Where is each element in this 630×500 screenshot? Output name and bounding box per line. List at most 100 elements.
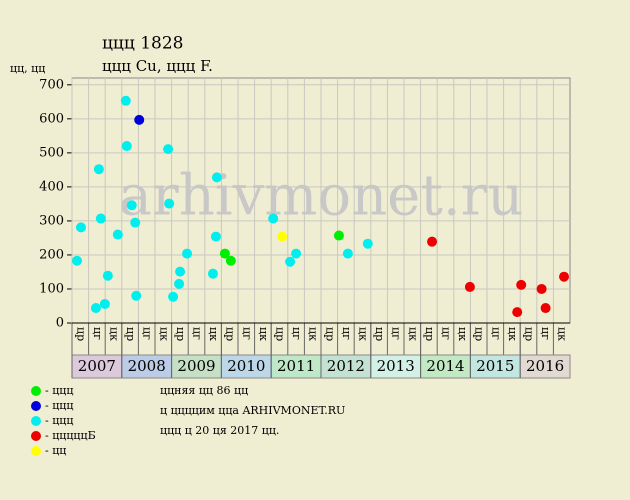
legend-label: - ццц — [45, 399, 73, 412]
x-tick-label: 2016 — [526, 357, 564, 375]
x-subperiod-label: цк — [406, 327, 419, 341]
x-subperiod-label: цр — [274, 327, 287, 341]
legend-label: - цццццБ — [45, 429, 96, 442]
x-tick-label: 2015 — [476, 357, 514, 375]
point — [131, 290, 142, 301]
x-subperiod-label: цг — [539, 327, 552, 340]
y-tick-label: 300 — [39, 213, 64, 228]
point — [168, 291, 179, 302]
x-tick-label: 2009 — [177, 357, 215, 375]
point — [207, 268, 218, 279]
point — [134, 114, 145, 125]
x-subperiod-label: цр — [523, 327, 536, 341]
y-tick-label: 0 — [56, 316, 64, 331]
point — [210, 231, 221, 242]
x-subperiod-label: цг — [489, 327, 502, 340]
chart-subtitle: ццц Cu, ццц F. — [102, 57, 213, 75]
x-subperiod-label: цк — [556, 327, 569, 341]
x-subperiod-label: цр — [224, 327, 237, 341]
point — [75, 222, 86, 233]
x-subperiod-label: цр — [473, 327, 486, 341]
point — [464, 281, 475, 292]
legend-label: - цц — [45, 444, 66, 457]
point — [102, 270, 113, 281]
x-subperiod-label: цр — [373, 327, 386, 341]
x-tick-label: 2012 — [327, 357, 365, 375]
point — [211, 172, 222, 183]
x-subperiod-label: цк — [108, 327, 121, 341]
point — [90, 303, 101, 314]
y-axis-label: цц, цц — [10, 62, 45, 75]
x-tick-label: 2014 — [426, 357, 464, 375]
point — [182, 248, 193, 259]
legend-swatch — [31, 386, 41, 396]
point — [559, 271, 570, 282]
point — [175, 266, 186, 277]
x-subperiod-label: цк — [357, 327, 370, 341]
point — [540, 303, 551, 314]
point — [285, 256, 296, 267]
point — [516, 279, 527, 290]
x-subperiod-label: цк — [157, 327, 170, 341]
legend-swatch — [31, 401, 41, 411]
y-tick-label: 500 — [39, 145, 64, 160]
x-subperiod-label: цр — [174, 327, 187, 341]
x-subperiod-label: цг — [390, 327, 403, 340]
point — [277, 231, 288, 242]
x-subperiod-label: цр — [423, 327, 436, 341]
point — [112, 229, 123, 240]
point — [174, 278, 185, 289]
legend-swatch — [31, 431, 41, 441]
x-subperiod-label: цк — [456, 327, 469, 341]
x-subperiod-label: цг — [91, 327, 104, 340]
x-subperiod-label: цк — [307, 327, 320, 341]
point — [536, 283, 547, 294]
x-tick-label: 2010 — [227, 357, 265, 375]
point — [164, 198, 175, 209]
point — [130, 217, 141, 228]
y-tick-label: 600 — [39, 111, 64, 126]
x-subperiod-label: цр — [124, 327, 137, 341]
x-subperiod-label: цг — [240, 327, 253, 340]
legend-label: - ццц — [45, 384, 73, 397]
x-tick-label: 2011 — [277, 357, 315, 375]
point — [512, 307, 523, 318]
legend-swatch — [31, 446, 41, 456]
point — [268, 213, 279, 224]
x-subperiod-label: цр — [74, 327, 87, 341]
x-subperiod-label: цр — [323, 327, 336, 341]
note: ц ццццим цца ARHIVMONET.RU — [160, 404, 345, 417]
legend-label: - ццц — [45, 414, 73, 427]
legend-swatch — [31, 416, 41, 426]
chart-title: ццц 1828 — [102, 34, 183, 54]
point — [333, 230, 344, 241]
x-subperiod-label: цг — [440, 327, 453, 340]
y-tick-label: 100 — [39, 281, 64, 296]
x-subperiod-label: цг — [191, 327, 204, 340]
note: ццняя цц 86 цц — [160, 384, 248, 397]
point — [362, 238, 373, 249]
point — [225, 255, 236, 266]
x-tick-label: 2008 — [128, 357, 166, 375]
x-tick-label: 2013 — [377, 357, 415, 375]
point — [121, 141, 132, 152]
point — [95, 213, 106, 224]
x-tick-label: 2007 — [78, 357, 116, 375]
point — [71, 255, 82, 266]
note: ццц ц 20 ця 2017 цц. — [160, 424, 279, 437]
point — [427, 236, 438, 247]
point — [219, 248, 230, 259]
x-subperiod-label: цк — [257, 327, 270, 341]
point — [99, 298, 110, 309]
y-tick-label: 400 — [39, 179, 64, 194]
x-subperiod-label: цк — [506, 327, 519, 341]
point — [291, 248, 302, 259]
point — [120, 95, 131, 106]
x-subperiod-label: цг — [340, 327, 353, 340]
x-subperiod-label: цг — [290, 327, 303, 340]
point — [163, 144, 174, 155]
point — [126, 200, 137, 211]
y-tick-label: 700 — [39, 77, 64, 92]
y-tick-label: 200 — [39, 247, 64, 262]
